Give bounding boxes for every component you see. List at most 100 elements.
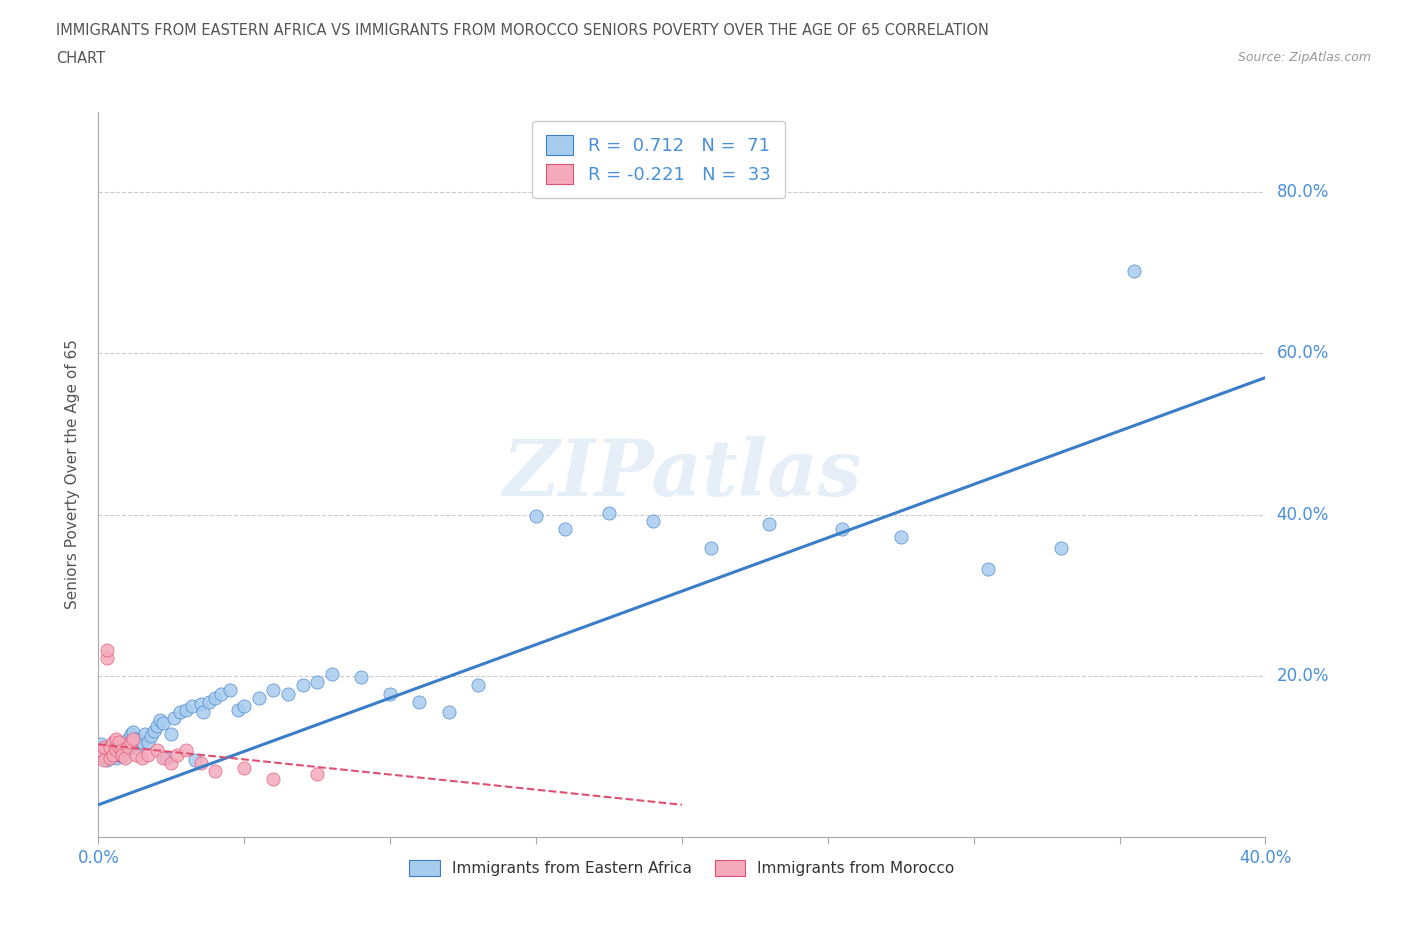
Point — [204, 764, 226, 778]
Point — [307, 766, 329, 781]
Point — [114, 751, 136, 765]
Point — [122, 724, 145, 739]
Point — [307, 675, 329, 690]
Point — [131, 735, 153, 750]
Point — [350, 670, 373, 684]
Point — [174, 702, 197, 717]
Point — [166, 748, 188, 763]
Text: 20.0%: 20.0% — [1277, 667, 1329, 684]
Point — [183, 753, 205, 768]
Point — [104, 742, 127, 757]
Point — [408, 694, 430, 709]
Point — [218, 683, 240, 698]
Point — [146, 718, 169, 733]
Point — [700, 541, 723, 556]
Point — [125, 731, 148, 746]
Point — [108, 735, 131, 750]
Point — [149, 712, 172, 727]
Point — [96, 753, 118, 768]
Point — [93, 749, 115, 764]
Point — [1123, 264, 1146, 279]
Point — [160, 726, 183, 741]
Point — [190, 697, 212, 711]
Point — [977, 562, 1000, 577]
Y-axis label: Seniors Poverty Over the Age of 65: Seniors Poverty Over the Age of 65 — [65, 339, 80, 609]
Point — [90, 748, 112, 763]
Point — [104, 742, 127, 757]
Point — [890, 530, 912, 545]
Text: CHART: CHART — [56, 51, 105, 66]
Point — [93, 739, 115, 754]
Point — [111, 737, 134, 751]
Point — [139, 729, 162, 744]
Point — [108, 748, 131, 763]
Text: 40.0%: 40.0% — [1277, 506, 1329, 524]
Point — [114, 735, 136, 750]
Point — [122, 737, 145, 751]
Point — [125, 748, 148, 763]
Point — [111, 748, 134, 763]
Point — [117, 739, 139, 754]
Point — [104, 731, 127, 746]
Point — [262, 772, 284, 787]
Point — [598, 506, 620, 521]
Point — [163, 711, 186, 725]
Point — [291, 678, 314, 693]
Point — [101, 735, 124, 750]
Point — [128, 737, 150, 751]
Point — [120, 735, 142, 750]
Point — [93, 753, 115, 768]
Point — [641, 513, 664, 528]
Point — [758, 517, 780, 532]
Point — [277, 686, 299, 701]
Point — [117, 742, 139, 757]
Point — [101, 745, 124, 760]
Point — [233, 761, 256, 776]
Point — [117, 731, 139, 746]
Point — [204, 691, 226, 706]
Point — [120, 739, 142, 754]
Point — [96, 643, 118, 658]
Point — [96, 742, 118, 757]
Point — [146, 742, 169, 757]
Point — [193, 705, 215, 720]
Point — [98, 751, 121, 765]
Point — [108, 739, 131, 754]
Point — [111, 742, 134, 757]
Legend: Immigrants from Eastern Africa, Immigrants from Morocco: Immigrants from Eastern Africa, Immigran… — [402, 853, 962, 884]
Point — [160, 755, 183, 770]
Point — [136, 748, 159, 763]
Text: ZIPatlas: ZIPatlas — [502, 436, 862, 512]
Point — [321, 667, 343, 682]
Point — [93, 741, 115, 756]
Point — [190, 755, 212, 770]
Point — [114, 745, 136, 760]
Text: 80.0%: 80.0% — [1277, 183, 1329, 201]
Point — [98, 739, 121, 754]
Point — [98, 739, 121, 754]
Point — [101, 737, 124, 751]
Point — [96, 651, 118, 666]
Point — [228, 702, 250, 717]
Text: 60.0%: 60.0% — [1277, 344, 1329, 363]
Point — [122, 731, 145, 746]
Point — [155, 751, 177, 765]
Point — [108, 739, 131, 754]
Point — [437, 705, 460, 720]
Point — [380, 686, 402, 701]
Point — [98, 749, 121, 764]
Text: IMMIGRANTS FROM EASTERN AFRICA VS IMMIGRANTS FROM MOROCCO SENIORS POVERTY OVER T: IMMIGRANTS FROM EASTERN AFRICA VS IMMIGR… — [56, 23, 988, 38]
Text: Source: ZipAtlas.com: Source: ZipAtlas.com — [1237, 51, 1371, 64]
Point — [90, 737, 112, 751]
Point — [1050, 541, 1073, 556]
Point — [467, 678, 489, 693]
Point — [120, 726, 142, 741]
Point — [134, 726, 156, 741]
Point — [108, 735, 131, 750]
Point — [152, 715, 174, 730]
Point — [174, 742, 197, 757]
Point — [524, 509, 547, 524]
Point — [262, 683, 284, 698]
Point — [90, 742, 112, 757]
Point — [104, 751, 127, 765]
